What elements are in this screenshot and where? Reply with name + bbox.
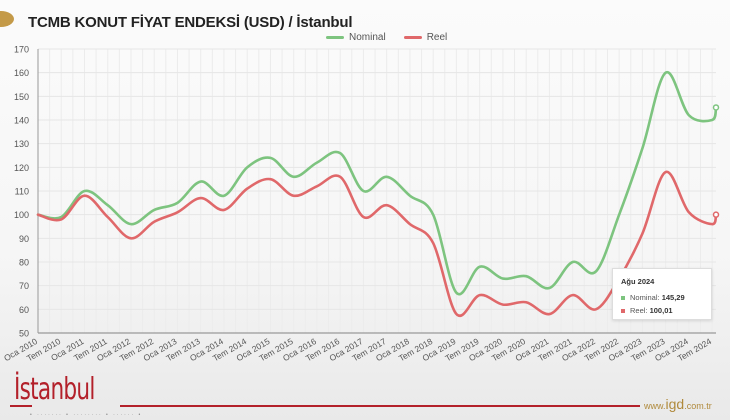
footer-brand-logo: İstanbul <box>14 372 95 407</box>
tooltip-row-reel: Reel: 100,01 <box>621 306 673 315</box>
brand-logo-icon <box>0 11 14 27</box>
legend-label-reel: Reel <box>426 32 448 43</box>
legend-swatch-reel-icon <box>403 36 422 39</box>
tooltip-reel-value: 100,01 <box>649 306 673 315</box>
tooltip-reel-marker-icon <box>621 308 625 313</box>
tooltip-nominal-marker-icon <box>621 295 625 300</box>
series-line-nominal[interactable] <box>36 71 718 296</box>
y-tick-label: 110 <box>15 187 29 197</box>
tooltip-row-nominal: Nominal: 145,29 <box>621 293 685 302</box>
y-tick-label: 100 <box>14 210 29 220</box>
footer-divider-left <box>10 405 32 407</box>
legend-swatch-nominal-icon <box>326 36 344 39</box>
chart-title: TCMB KONUT FİYAT ENDEKSİ (USD) / İstanbu… <box>28 14 353 31</box>
y-tick-label: 90 <box>19 234 29 244</box>
footer-url-prefix: www. <box>644 401 666 411</box>
y-tick-label: 170 <box>14 45 29 55</box>
tooltip-nominal-value: 145,29 <box>661 293 685 302</box>
y-tick-label: 50 <box>19 329 29 339</box>
y-tick-label: 70 <box>19 281 29 291</box>
footer-tagline: • ······· • ········ • ······ • <box>30 412 143 418</box>
tooltip-nominal-label: Nominal: <box>630 293 662 302</box>
legend-label-nominal: Nominal <box>349 32 386 43</box>
tooltip-reel-label: Reel: <box>630 306 650 315</box>
legend-item-reel[interactable]: Reel <box>403 32 448 43</box>
footer-divider <box>120 405 640 407</box>
hover-marker-reel-icon <box>712 211 720 218</box>
hover-marker-nominal-icon <box>712 104 720 111</box>
footer-url-main: igd <box>665 396 685 412</box>
tooltip-title: Ağu 2024 <box>621 277 655 286</box>
chart-legend: Nominal Reel <box>326 32 447 43</box>
legend-item-nominal[interactable]: Nominal <box>326 32 386 43</box>
y-tick-label: 160 <box>14 68 29 78</box>
footer-website-link[interactable]: www.igd.com.tr <box>644 396 712 412</box>
y-tick-label: 80 <box>19 258 29 268</box>
chart-tooltip: Ağu 2024 Nominal: 145,29 Reel: 100,01 <box>612 268 712 320</box>
y-tick-label: 150 <box>14 92 29 102</box>
y-tick-label: 140 <box>14 116 29 126</box>
y-tick-label: 60 <box>19 305 29 315</box>
y-tick-label: 130 <box>14 139 29 149</box>
y-tick-label: 120 <box>14 163 29 173</box>
footer-url-suffix: .com.tr <box>684 401 712 411</box>
